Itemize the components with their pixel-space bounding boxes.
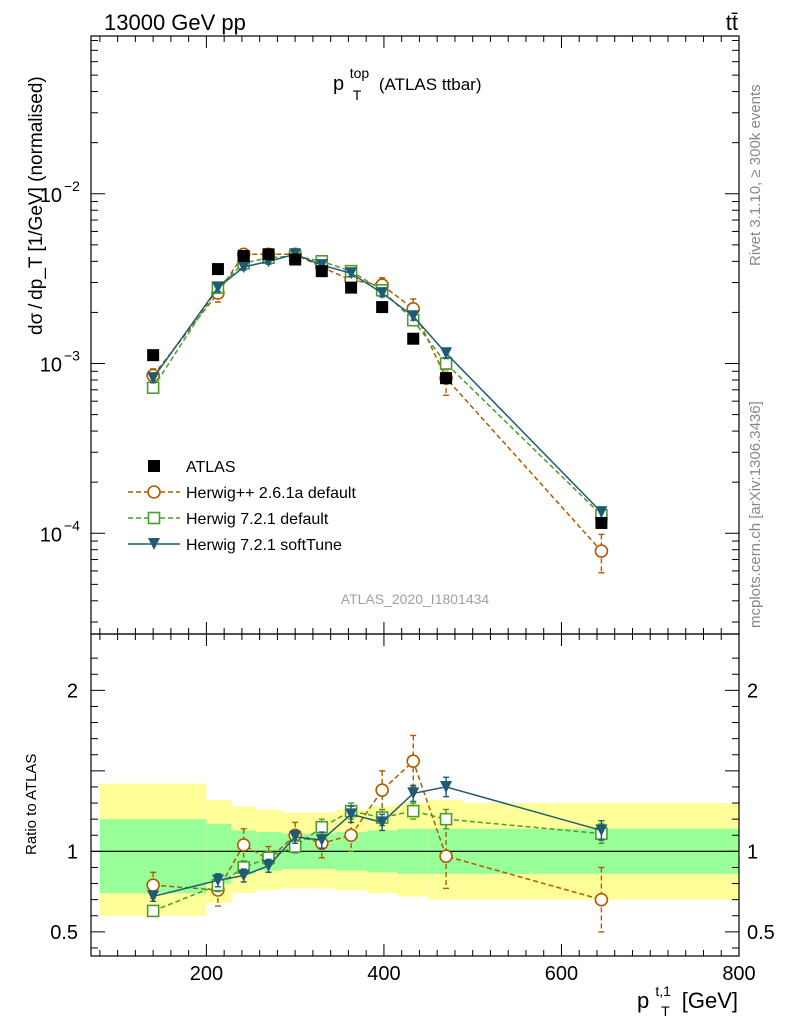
point-atlas xyxy=(315,265,328,278)
plot-title-sub: T xyxy=(353,87,362,103)
xlabel-main: p xyxy=(637,988,649,1013)
point-herwig-7-2-1-softtune xyxy=(211,281,224,294)
x-tick-label: 800 xyxy=(722,963,755,985)
plot-title: p top T (ATLAS ttbar) xyxy=(333,61,482,105)
legend-label: Herwig 7.2.1 softTune xyxy=(186,537,342,554)
y-tick-label-exponent: −4 xyxy=(64,517,80,533)
ratio-y-tick-label-right: 1 xyxy=(747,841,758,863)
point-herwig-7-2-1-softtune xyxy=(237,261,250,274)
plot-title-main: p xyxy=(333,73,344,95)
main-panel: 10−210−310−4 p top T (ATLAS ttbar) dσ / … xyxy=(26,35,740,635)
main-plot-marks xyxy=(146,247,609,574)
y-tick-label: 10 xyxy=(40,355,62,377)
point-atlas xyxy=(440,372,453,385)
xlabel-sup: t,1 xyxy=(655,983,671,999)
ratio-point-herwig-7-2-1-softtune xyxy=(595,824,608,837)
y-tick-label-exponent: −2 xyxy=(64,178,80,194)
xlabel-sub: T xyxy=(661,1003,670,1019)
point-herwig-7-2-1-softtune xyxy=(376,287,389,300)
xlabel-unit: [GeV] xyxy=(682,988,738,1013)
legend-marker xyxy=(148,538,160,550)
ratio-line-herwig-7-2-1-default xyxy=(152,810,602,912)
ratio-point-herwig-7-2-1-softtune xyxy=(440,780,453,793)
ratio-point-herwig-2-6-1a-default xyxy=(344,828,358,843)
x-tick-label: 200 xyxy=(190,963,223,985)
ratio-point-herwig-7-2-1-softtune xyxy=(289,830,302,843)
ratio-ylabel: Ratio to ATLAS xyxy=(23,754,40,855)
x-tick-label: 600 xyxy=(545,963,578,985)
ratio-point-herwig-2-6-1a-default xyxy=(406,754,421,768)
energy-label: 13000 GeV pp xyxy=(104,10,246,35)
process-label: tt̄ xyxy=(726,10,738,35)
ratio-point-herwig-2-6-1a-default xyxy=(375,783,389,797)
ratio-frame xyxy=(90,633,740,957)
ratio-y-tick-label-left: 1 xyxy=(67,841,78,863)
analysis-id: ATLAS_2020_I1801434 xyxy=(341,591,490,607)
point-herwig-7-2-1-softtune xyxy=(315,259,328,272)
point-herwig-7-2-1-softtune xyxy=(440,347,453,360)
ratio-axis-ticks: 200 400 600 800 0.5 0.5 1 1 2 2 xyxy=(50,634,775,985)
ratio-point-herwig-7-2-1-default xyxy=(439,812,453,826)
point-herwig-2-6-1a-default xyxy=(594,544,609,558)
point-herwig-7-2-1-softtune xyxy=(407,310,420,323)
y-tick-label: 10 xyxy=(40,524,62,546)
ratio-point-herwig-2-6-1a-default xyxy=(439,849,453,863)
y-tick-label-exponent: −3 xyxy=(64,348,80,364)
point-atlas xyxy=(595,516,608,529)
legend-marker xyxy=(148,460,160,472)
point-atlas xyxy=(237,249,250,262)
ratio-plot-marks xyxy=(91,734,739,933)
x-tick-label: 400 xyxy=(367,963,400,985)
ratio-point-herwig-2-6-1a-default xyxy=(146,878,160,892)
ratio-point-herwig-7-2-1-softtune xyxy=(407,787,420,800)
legend-marker xyxy=(147,511,161,525)
ratio-point-herwig-7-2-1-softtune xyxy=(345,808,358,821)
ratio-point-herwig-7-2-1-softtune xyxy=(147,890,160,903)
point-atlas xyxy=(376,301,389,314)
ratio-y-tick-label-left: 0.5 xyxy=(50,922,78,944)
legend: ATLAS Herwig++ 2.6.1a default Herwig 7.2.1… xyxy=(128,459,356,554)
rivet-version-label: Rivet 3.1.10, ≥ 300k events xyxy=(747,84,764,266)
main-axis-ticks: 10−210−310−4 xyxy=(40,36,740,634)
ratio-panel: 200 400 600 800 0.5 0.5 1 1 2 2 Ratio to ATLAS xyxy=(23,633,775,985)
point-atlas xyxy=(211,263,224,276)
legend-marker xyxy=(147,485,161,499)
ratio-point-herwig-7-2-1-default xyxy=(315,820,329,834)
ratio-point-herwig-7-2-1-softtune xyxy=(262,859,275,872)
x-axis-label: p t,1 T [GeV] xyxy=(637,976,738,1021)
ratio-point-herwig-7-2-1-default xyxy=(146,904,160,918)
point-herwig-7-2-1-default xyxy=(439,357,453,370)
ratio-point-herwig-7-2-1-softtune xyxy=(315,834,328,847)
y-tick-label: 10 xyxy=(40,185,62,207)
plot-title-suffix: (ATLAS ttbar) xyxy=(379,75,482,94)
ratio-point-herwig-2-6-1a-default xyxy=(594,892,609,907)
ratio-point-herwig-7-2-1-default xyxy=(406,804,420,818)
main-ylabel: dσ / dp_T [1/GeV] (normalised) xyxy=(26,76,47,335)
mcplots-label: mcplots.cern.ch [arXiv:1306.3436] xyxy=(747,401,764,628)
legend-label: Herwig++ 2.6.1a default xyxy=(186,485,356,502)
point-herwig-7-2-1-softtune xyxy=(345,267,358,280)
legend-label: Herwig 7.2.1 default xyxy=(186,511,329,528)
ratio-point-herwig-7-2-1-softtune xyxy=(237,869,250,882)
ratio-point-herwig-7-2-1-softtune xyxy=(376,816,389,829)
point-atlas xyxy=(289,253,302,266)
point-herwig-7-2-1-softtune xyxy=(147,372,160,385)
ratio-y-tick-label-left: 2 xyxy=(67,680,78,702)
ratio-y-tick-label-right: 2 xyxy=(747,680,758,702)
point-herwig-7-2-1-softtune xyxy=(595,506,608,519)
ratio-point-herwig-7-2-1-softtune xyxy=(211,874,224,887)
legend-label: ATLAS xyxy=(186,459,236,476)
point-atlas xyxy=(262,248,275,261)
ratio-y-tick-label-right: 0.5 xyxy=(747,922,775,944)
plot-title-sup: top xyxy=(350,65,370,81)
ratio-point-herwig-2-6-1a-default xyxy=(236,838,251,852)
point-atlas xyxy=(147,349,160,362)
point-atlas xyxy=(407,332,420,345)
point-atlas xyxy=(345,281,358,294)
